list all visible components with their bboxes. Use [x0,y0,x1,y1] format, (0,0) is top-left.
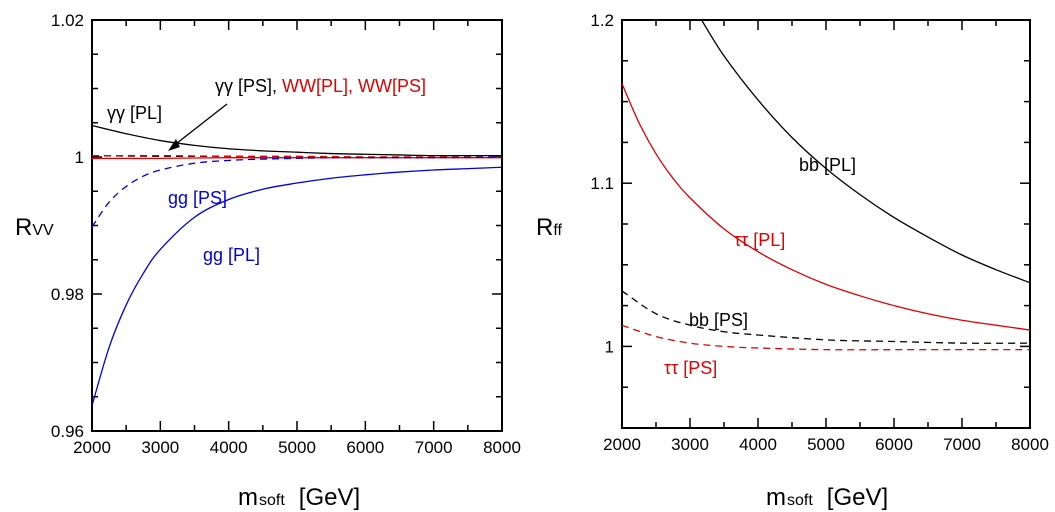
left-y-tick-label: 1 [75,148,84,167]
left-x-tick-label: 5000 [278,438,316,457]
right-label-bb-pl: bb [PL] [799,155,856,175]
right-x-tick-label: 2000 [603,435,641,454]
right-series-line-3 [622,324,1030,351]
left-x-tick-label: 2000 [73,438,111,457]
left-series-line-4 [92,156,502,228]
right-x-tick-label: 6000 [875,435,913,454]
left-x-tick-label: 7000 [415,438,453,457]
left-y-tick-label: 1.02 [51,11,84,30]
right-series-line-2 [622,290,1030,344]
right-label-tautau-ps: ττ [PS] [664,358,717,378]
right-x-tick-label: 7000 [943,435,981,454]
left-series-line-5 [92,166,502,406]
right-y-tick-label: 1 [605,337,614,356]
right-series-group [622,20,1030,351]
left-annotation-arrowhead [168,139,180,151]
right-label-tautau-pl: ττ [PL] [734,230,785,250]
right-x-tick-label: 8000 [1011,435,1049,454]
right-y-tick-label: 1.1 [590,174,614,193]
left-x-tick-label: 4000 [210,438,248,457]
right-x-axis-title: msoft [GeV] [766,484,888,511]
left-label-gammagamma-ps: γγ [PS], [215,76,282,96]
left-ticks: 2000 3000 4000 5000 6000 7000 8000 0.96 0.98 1 1.0… [51,11,521,457]
left-y-tick-label: 0.98 [51,285,84,304]
left-series-group [92,124,502,406]
right-y-axis-title: Rff [536,214,563,241]
left-label-gammagamma-pl: γγ [PL] [107,103,162,123]
right-series-line-0 [701,20,1030,284]
left-x-tick-label: 6000 [346,438,384,457]
left-x-tick-label: 3000 [141,438,179,457]
left-label-gg-pl: gg [PL] [203,245,260,265]
right-series-line-1 [622,83,1030,331]
left-x-tick-label: 8000 [483,438,521,457]
left-y-axis-title: RVV [15,214,54,241]
left-y-tick-label: 0.96 [51,422,84,441]
right-ticks: 2000 3000 4000 5000 6000 7000 8000 1 1.1 1.2 [590,11,1049,454]
left-label-gg-ps: gg [PS] [168,188,227,208]
right-x-tick-label: 3000 [671,435,709,454]
left-label-mixed: γγ [PS], WW[PL], WW[PS] [215,76,426,96]
right-y-tick-label: 1.2 [590,11,614,30]
right-x-tick-label: 4000 [739,435,777,454]
left-series-line-0 [92,124,502,157]
left-annotation-arrow-line [171,103,228,148]
left-label-ww: WW[PL], WW[PS] [282,76,426,96]
right-label-bb-ps: bb [PS] [689,310,748,330]
left-x-axis-title: msoft [GeV] [238,484,360,511]
left-series-line-3 [92,154,502,158]
right-x-tick-label: 5000 [807,435,845,454]
